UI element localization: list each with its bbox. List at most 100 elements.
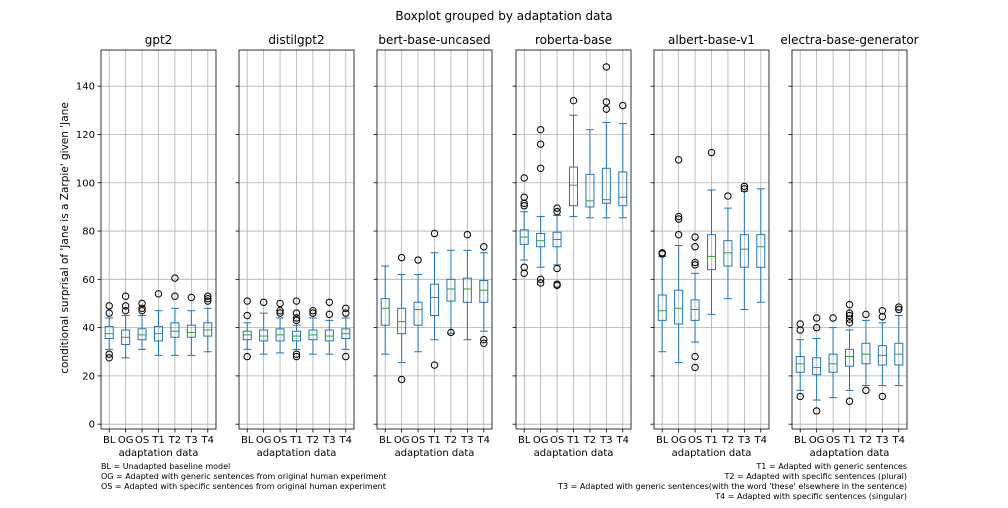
flier-point [463,230,472,239]
box-OS [828,314,838,399]
x-tick-label: T4 [201,435,214,446]
flier-point [243,352,251,361]
flier-point [397,375,406,384]
box-T3 [186,293,196,356]
x-tick-label: OG [118,435,134,446]
flier-point [520,202,528,210]
flier-point [740,185,749,193]
x-tick-label: OS [688,435,702,446]
flier-point [105,350,113,358]
box-T1 [569,96,578,218]
flier-point [414,256,422,264]
flier-point [878,392,887,401]
flier-point [536,125,545,134]
box-T1 [430,229,439,369]
box-OS [552,204,562,290]
flier-point [845,319,854,327]
panel-2: BL OG OS T1 T2 T3 T4 bert-base-uncased adaptatio… [373,33,493,459]
box-OG [397,253,407,384]
box-T2 [446,249,456,337]
x-tick-label: T4 [339,435,352,446]
flier-point [878,307,887,315]
box-iqr [186,324,196,338]
flier-point [536,275,545,284]
panel-frame [653,49,770,430]
flier-point [105,354,113,362]
flier-point [602,105,611,113]
box-iqr [657,294,667,321]
box-iqr [242,330,252,341]
box-T2 [585,129,595,219]
box-T3 [601,63,611,219]
x-tick-label: OS [550,435,564,446]
flier-point [430,361,439,369]
box-iqr [690,299,700,321]
flier-point [553,264,561,273]
flier-point [243,311,251,320]
box-T4 [479,243,489,348]
box-OS [690,233,700,372]
flier-point [121,307,130,315]
flier-point [812,314,821,322]
x-axis-label: adaptation data [395,448,475,459]
flier-point [812,407,821,415]
flier-point [845,311,854,320]
box-iqr [170,322,180,338]
flier-point [204,294,212,303]
box-T1 [707,148,716,315]
y-tick-label: 120 [76,130,95,141]
flier-point [276,307,284,315]
flier-point [691,363,699,372]
flier-point [276,299,284,308]
box-iqr [430,283,439,317]
box-iqr [259,329,269,342]
panel-title: roberta-base [535,33,612,47]
flier-point [325,310,334,319]
panel-0: 0 20 40 60 80 100 120 140 BL OG OS T1 T2 T3 T4 gpt2 adap… [76,33,217,459]
flier-point [105,302,113,310]
box-BL [657,249,667,353]
box-T1 [154,290,163,356]
panel-title: bert-base-uncased [378,33,490,47]
box-OG [812,314,822,415]
box-iqr [536,232,546,248]
box-T3 [462,230,472,341]
flier-point [674,215,683,223]
box-T2 [170,274,180,356]
box-T2 [308,307,318,355]
x-tick-label: T4 [892,435,905,446]
x-tick-label: T3 [599,435,612,446]
box-T4 [618,101,628,219]
panel-title: distilgpt2 [268,33,324,47]
y-axis-label: conditional surprisal of 'Jane is a Zarp… [59,102,71,374]
box-BL [104,302,114,362]
footnote-right-line: T4 = Adapted with specific sentences (si… [714,492,907,501]
flier-point [397,253,406,262]
flier-point [536,164,545,172]
figure-suptitle: Boxplot grouped by adaptation data [395,9,612,23]
box-T4 [894,303,904,387]
box-iqr [479,280,489,303]
panel-frame [238,49,355,430]
box-OS [275,299,285,354]
box-iqr [446,278,456,302]
box-BL [795,320,805,401]
x-tick-label: BL [518,435,531,446]
panel-title: electra-base-generator [780,33,918,47]
x-tick-label: T2 [168,435,181,446]
panel-3: BL OG OS T1 T2 T3 T4 roberta-base adaptation dat… [512,33,632,459]
box-iqr [828,353,838,373]
x-tick-label: T1 [842,435,855,446]
flier-point [658,249,666,257]
flier-point [325,298,334,306]
x-tick-label: T3 [322,435,335,446]
box-iqr [104,325,114,339]
flier-point [895,305,903,314]
x-axis-label: adaptation data [534,448,614,459]
panel-title: gpt2 [145,33,173,47]
flier-point [812,323,821,332]
x-tick-label: OG [809,435,825,446]
flier-point [309,307,317,315]
